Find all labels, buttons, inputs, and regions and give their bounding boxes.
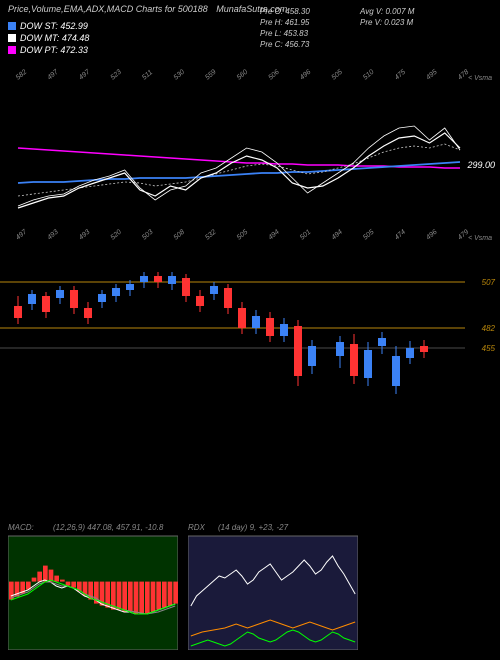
legend-label: DOW ST: 452.99 bbox=[20, 20, 88, 32]
legend: DOW ST: 452.99DOW MT: 474.48DOW PT: 472.… bbox=[8, 20, 492, 56]
svg-text:497: 497 bbox=[78, 68, 92, 82]
legend-item: DOW ST: 452.99 bbox=[8, 20, 492, 32]
svg-text:(12,26,9) 447.08, 457.91, -10.: (12,26,9) 447.08, 457.91, -10.8 bbox=[53, 523, 164, 532]
stats-ohlc: Pre O: 458.30Pre H: 461.95Pre L: 453.83P… bbox=[260, 6, 310, 50]
svg-text:523: 523 bbox=[110, 69, 124, 82]
svg-text:(14 day) 9, +23, -27: (14 day) 9, +23, -27 bbox=[218, 523, 289, 532]
svg-text:510: 510 bbox=[362, 69, 376, 82]
legend-item: DOW MT: 474.48 bbox=[8, 32, 492, 44]
svg-text:582: 582 bbox=[15, 69, 29, 82]
stats-volume: Avg V: 0.007 MPre V: 0.023 M bbox=[360, 6, 414, 28]
svg-text:559: 559 bbox=[204, 69, 218, 82]
candlestick-chart: 497 493 493 520 503 508 532 505 494 501 494 505 474 4… bbox=[0, 228, 500, 428]
macd-chart: MACD: (12,26,9) 447.08, 457.91, -10.8 bbox=[8, 520, 178, 650]
svg-text:482: 482 bbox=[482, 324, 496, 333]
svg-text:530: 530 bbox=[173, 69, 187, 82]
legend-swatch bbox=[8, 34, 16, 42]
legend-item: DOW PT: 472.33 bbox=[8, 44, 492, 56]
svg-text:496: 496 bbox=[299, 69, 313, 82]
legend-label: DOW MT: 474.48 bbox=[20, 32, 89, 44]
svg-text:494: 494 bbox=[267, 229, 281, 242]
svg-text:505: 505 bbox=[236, 229, 250, 242]
svg-text:506: 506 bbox=[267, 69, 281, 82]
svg-text:505: 505 bbox=[331, 69, 345, 82]
svg-text:299.00: 299.00 bbox=[466, 160, 495, 170]
svg-text:503: 503 bbox=[141, 229, 155, 242]
svg-text:474: 474 bbox=[394, 229, 408, 242]
svg-text:505: 505 bbox=[362, 229, 376, 242]
svg-text:497: 497 bbox=[15, 228, 29, 242]
svg-text:495: 495 bbox=[425, 69, 439, 82]
svg-text:560: 560 bbox=[236, 69, 250, 82]
legend-label: DOW PT: 472.33 bbox=[20, 44, 88, 56]
svg-text:507: 507 bbox=[482, 278, 496, 287]
legend-swatch bbox=[8, 46, 16, 54]
legend-swatch bbox=[8, 22, 16, 30]
svg-text:455: 455 bbox=[482, 344, 496, 353]
header: Price,Volume,EMA,ADX,MACD Charts for 500… bbox=[8, 4, 492, 56]
svg-text:508: 508 bbox=[173, 229, 187, 242]
svg-text:496: 496 bbox=[425, 229, 439, 242]
svg-text:511: 511 bbox=[141, 69, 154, 82]
svg-text:493: 493 bbox=[46, 229, 60, 242]
svg-text:< Vsma: < Vsma bbox=[468, 235, 492, 242]
svg-text:< Vsma: < Vsma bbox=[468, 75, 492, 82]
chart-title: Price,Volume,EMA,ADX,MACD Charts for 500… bbox=[8, 4, 208, 14]
svg-text:MACD:: MACD: bbox=[8, 523, 34, 532]
svg-text:532: 532 bbox=[204, 229, 218, 242]
svg-text:RDX: RDX bbox=[188, 523, 206, 532]
svg-text:475: 475 bbox=[394, 69, 408, 82]
svg-text:520: 520 bbox=[110, 229, 124, 242]
svg-text:493: 493 bbox=[78, 229, 92, 242]
svg-text:497: 497 bbox=[46, 68, 60, 82]
svg-text:501: 501 bbox=[299, 229, 313, 242]
svg-text:494: 494 bbox=[331, 229, 345, 242]
adx-chart: RDX (14 day) 9, +23, -27 bbox=[188, 520, 358, 650]
price-ema-chart: 582 497 497 523 511 530 559 560 506 496 505 510 475 4… bbox=[0, 68, 500, 218]
